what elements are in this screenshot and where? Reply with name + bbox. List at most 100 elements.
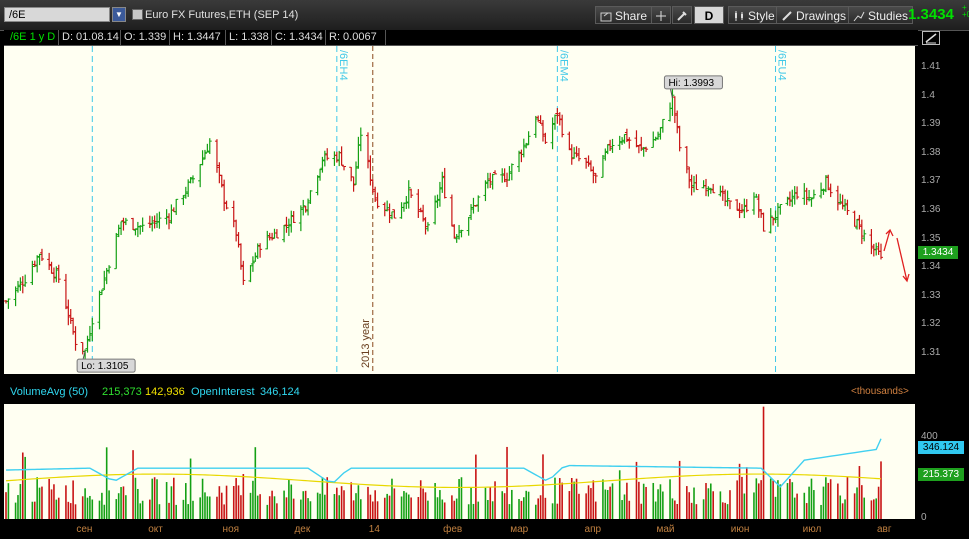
volume-average-line [5, 473, 882, 489]
ohlc-bar [207, 138, 212, 155]
ohlc-bar [845, 199, 850, 215]
ohlc-bar [20, 276, 25, 294]
ohlc-bar [778, 204, 783, 215]
studies-button[interactable]: Studies [848, 6, 914, 24]
volume-value: 215,373 [102, 386, 142, 398]
ohlc-bar [181, 195, 186, 205]
ohlc-bar [807, 189, 812, 202]
divider [271, 30, 272, 45]
divider [169, 30, 170, 45]
ohlc-bar [739, 204, 744, 214]
ohlc-bar [670, 87, 675, 116]
ohlc-bar [258, 243, 263, 258]
ohlc-bar [248, 265, 253, 283]
drawing-tool-icon[interactable] [922, 31, 940, 45]
time-tick-label: фев [443, 524, 463, 535]
ohlc-bar [603, 148, 608, 161]
ohlc-bar [385, 200, 390, 212]
ohlc-bar [358, 127, 363, 152]
ohlc-bar [73, 326, 78, 351]
ohlc-bar [365, 132, 370, 169]
open-interest-name[interactable]: OpenInterest [191, 386, 255, 398]
ohlc-bar [560, 114, 565, 138]
symbol-input[interactable]: /6E [4, 7, 110, 22]
ohlc-bar [183, 186, 188, 199]
share-button[interactable]: Share [595, 6, 653, 24]
last-price: 1.3434 [908, 6, 954, 23]
crosshair-button[interactable] [651, 6, 671, 24]
ohlc-bar [368, 155, 373, 186]
ohlc-bar [387, 203, 392, 224]
symbol-dropdown-icon[interactable]: ▼ [112, 7, 126, 22]
share-icon [600, 12, 612, 22]
ohlc-bar [835, 185, 840, 211]
ohlc-bar [51, 267, 56, 283]
ohlc-bar [543, 132, 548, 144]
ohlc-bar [785, 196, 790, 206]
volume-chart[interactable] [4, 404, 915, 519]
ohlc-bar [636, 145, 641, 154]
ohlc-bar [704, 178, 708, 197]
ohlc-bar [116, 224, 121, 238]
ohlc-bar [286, 218, 291, 236]
price-tick-label: 1.32 [921, 318, 941, 330]
rollover-label: /6EU4 [776, 50, 788, 81]
annotation-text: Lo: 1.3105 [81, 361, 129, 372]
ohlc-bar [526, 131, 531, 146]
ohlc-bar [653, 136, 658, 141]
ohlc-bar [389, 211, 394, 220]
ohlc-bar [80, 341, 85, 355]
time-axis[interactable]: сен окт ноя дек 14 фев мар апр май июн июл авг [4, 521, 915, 539]
price-chart[interactable]: /6EH4/6EM4/6EU4 2013 year Lo: 1.3105 Hi: 1.… [4, 46, 915, 374]
ohlc-bar [409, 188, 414, 198]
ohlc-bar [13, 286, 18, 307]
ohlc-bar [838, 193, 843, 205]
ohlc-bar [250, 256, 255, 272]
ohlc-bar [555, 108, 560, 124]
ohlc-bar [718, 185, 723, 197]
open-interest-value: 346,124 [260, 386, 300, 398]
tools-button[interactable] [672, 6, 692, 24]
ohlc-bar [298, 205, 303, 232]
ohlc-bar [787, 191, 792, 207]
time-tick-label: окт [148, 524, 163, 535]
ohlc-bar [557, 112, 562, 126]
ohlc-bar [47, 252, 52, 271]
ohlc-bar [274, 229, 279, 239]
ohlc-bar [289, 210, 294, 233]
time-tick-label: дек [294, 524, 311, 535]
ohlc-bar [876, 242, 881, 255]
ohlc-bar [754, 193, 759, 198]
ohlc-bar [200, 150, 205, 166]
annotation-leader [669, 88, 673, 99]
drawings-button[interactable]: Drawings [776, 6, 852, 24]
aggregation-button[interactable]: D [694, 6, 724, 24]
volume-chart-svg[interactable] [4, 404, 915, 519]
crosshair-icon [656, 11, 666, 21]
ohlc-bar [15, 280, 20, 293]
divider [325, 30, 326, 45]
price-axis[interactable]: 1.41 1.4 1.39 1.38 1.37 1.36 1.35 1.34 1.33 1.32 1… [915, 46, 969, 523]
ohlc-bar [567, 131, 572, 151]
ohlc-bar [723, 189, 728, 207]
ohlc-bar [452, 224, 457, 239]
ohlc-bar [656, 131, 661, 140]
ohlc-bar [476, 195, 481, 212]
annotation-box [76, 358, 136, 373]
ohlc-bar [586, 155, 591, 167]
ohlc-bar [449, 194, 454, 227]
ohlc-bar [85, 335, 90, 353]
ohlc-bar [792, 186, 797, 205]
symbol-period[interactable]: /6E 1 y D [10, 31, 56, 43]
ohlc-bar [30, 260, 35, 285]
ohlc-bar [231, 200, 236, 228]
style-button[interactable]: Style [728, 6, 780, 24]
bar-high: H: 1.3447 [173, 31, 221, 43]
ohlc-bar [339, 146, 344, 166]
ohlc-bar [790, 189, 795, 207]
volume-study-name[interactable]: VolumeAvg (50) [10, 386, 89, 398]
ohlc-bar [809, 197, 814, 207]
price-chart-svg[interactable]: /6EH4/6EM4/6EU4 2013 year Lo: 1.3105 Hi: 1.… [4, 46, 915, 374]
ohlc-bar [761, 212, 766, 232]
ohlc-bar [382, 202, 387, 217]
